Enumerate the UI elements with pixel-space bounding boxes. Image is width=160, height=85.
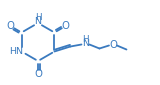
Text: HN: HN	[10, 47, 24, 56]
Text: O: O	[62, 21, 70, 31]
Text: N: N	[82, 40, 89, 49]
Text: O: O	[34, 69, 42, 79]
Text: O: O	[6, 21, 14, 31]
Text: N: N	[35, 18, 41, 27]
Text: O: O	[109, 40, 117, 50]
Text: H: H	[82, 36, 89, 45]
Text: H: H	[35, 13, 41, 22]
